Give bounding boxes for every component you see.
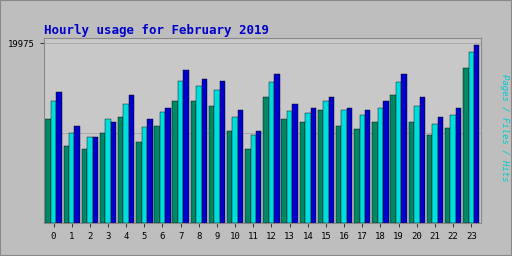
Bar (468, 52, 474, 223)
Bar (214, 90, 220, 223)
Bar (93, 137, 98, 223)
Bar (463, 68, 468, 223)
Bar (51, 101, 56, 223)
Bar (46, 119, 51, 223)
Bar (354, 129, 359, 223)
Bar (142, 126, 147, 223)
Bar (432, 124, 438, 223)
Bar (282, 119, 287, 223)
Bar (311, 108, 316, 223)
Bar (232, 117, 238, 223)
Bar (63, 146, 69, 223)
Bar (118, 117, 123, 223)
Bar (245, 149, 250, 223)
Bar (409, 122, 414, 223)
Bar (347, 108, 352, 223)
Bar (414, 106, 419, 223)
Bar (160, 112, 165, 223)
Bar (292, 104, 298, 223)
Text: Pages / Files / Hits: Pages / Files / Hits (500, 74, 509, 182)
Bar (323, 101, 329, 223)
Bar (238, 110, 243, 223)
Bar (74, 126, 80, 223)
Bar (287, 111, 292, 223)
Bar (178, 81, 183, 223)
Bar (136, 142, 142, 223)
Bar (401, 74, 407, 223)
Bar (318, 110, 323, 223)
Bar (427, 135, 432, 223)
Bar (196, 86, 202, 223)
Bar (209, 106, 214, 223)
Bar (100, 133, 105, 223)
Bar (378, 108, 383, 223)
Bar (250, 135, 256, 223)
Bar (305, 113, 311, 223)
Bar (111, 122, 116, 223)
Bar (129, 95, 134, 223)
Bar (419, 97, 425, 223)
Bar (227, 131, 232, 223)
Bar (190, 101, 196, 223)
Text: Hourly usage for February 2019: Hourly usage for February 2019 (44, 24, 268, 37)
Bar (372, 122, 378, 223)
Bar (165, 108, 170, 223)
Bar (56, 92, 61, 223)
Bar (445, 128, 451, 223)
Bar (391, 95, 396, 223)
Bar (263, 97, 269, 223)
Bar (69, 133, 74, 223)
Bar (383, 101, 389, 223)
Bar (154, 126, 160, 223)
Bar (336, 126, 342, 223)
Bar (396, 82, 401, 223)
Bar (147, 119, 153, 223)
Bar (451, 115, 456, 223)
Bar (183, 70, 189, 223)
Bar (82, 149, 87, 223)
Bar (274, 74, 280, 223)
Bar (342, 110, 347, 223)
Bar (359, 115, 365, 223)
Bar (173, 101, 178, 223)
Bar (365, 110, 371, 223)
Bar (87, 137, 93, 223)
Bar (105, 119, 111, 223)
Bar (123, 104, 129, 223)
Bar (300, 122, 305, 223)
Bar (474, 45, 479, 223)
Bar (202, 79, 207, 223)
Bar (256, 131, 262, 223)
Bar (456, 108, 461, 223)
Bar (438, 117, 443, 223)
Bar (329, 97, 334, 223)
Bar (269, 82, 274, 223)
Bar (220, 81, 225, 223)
